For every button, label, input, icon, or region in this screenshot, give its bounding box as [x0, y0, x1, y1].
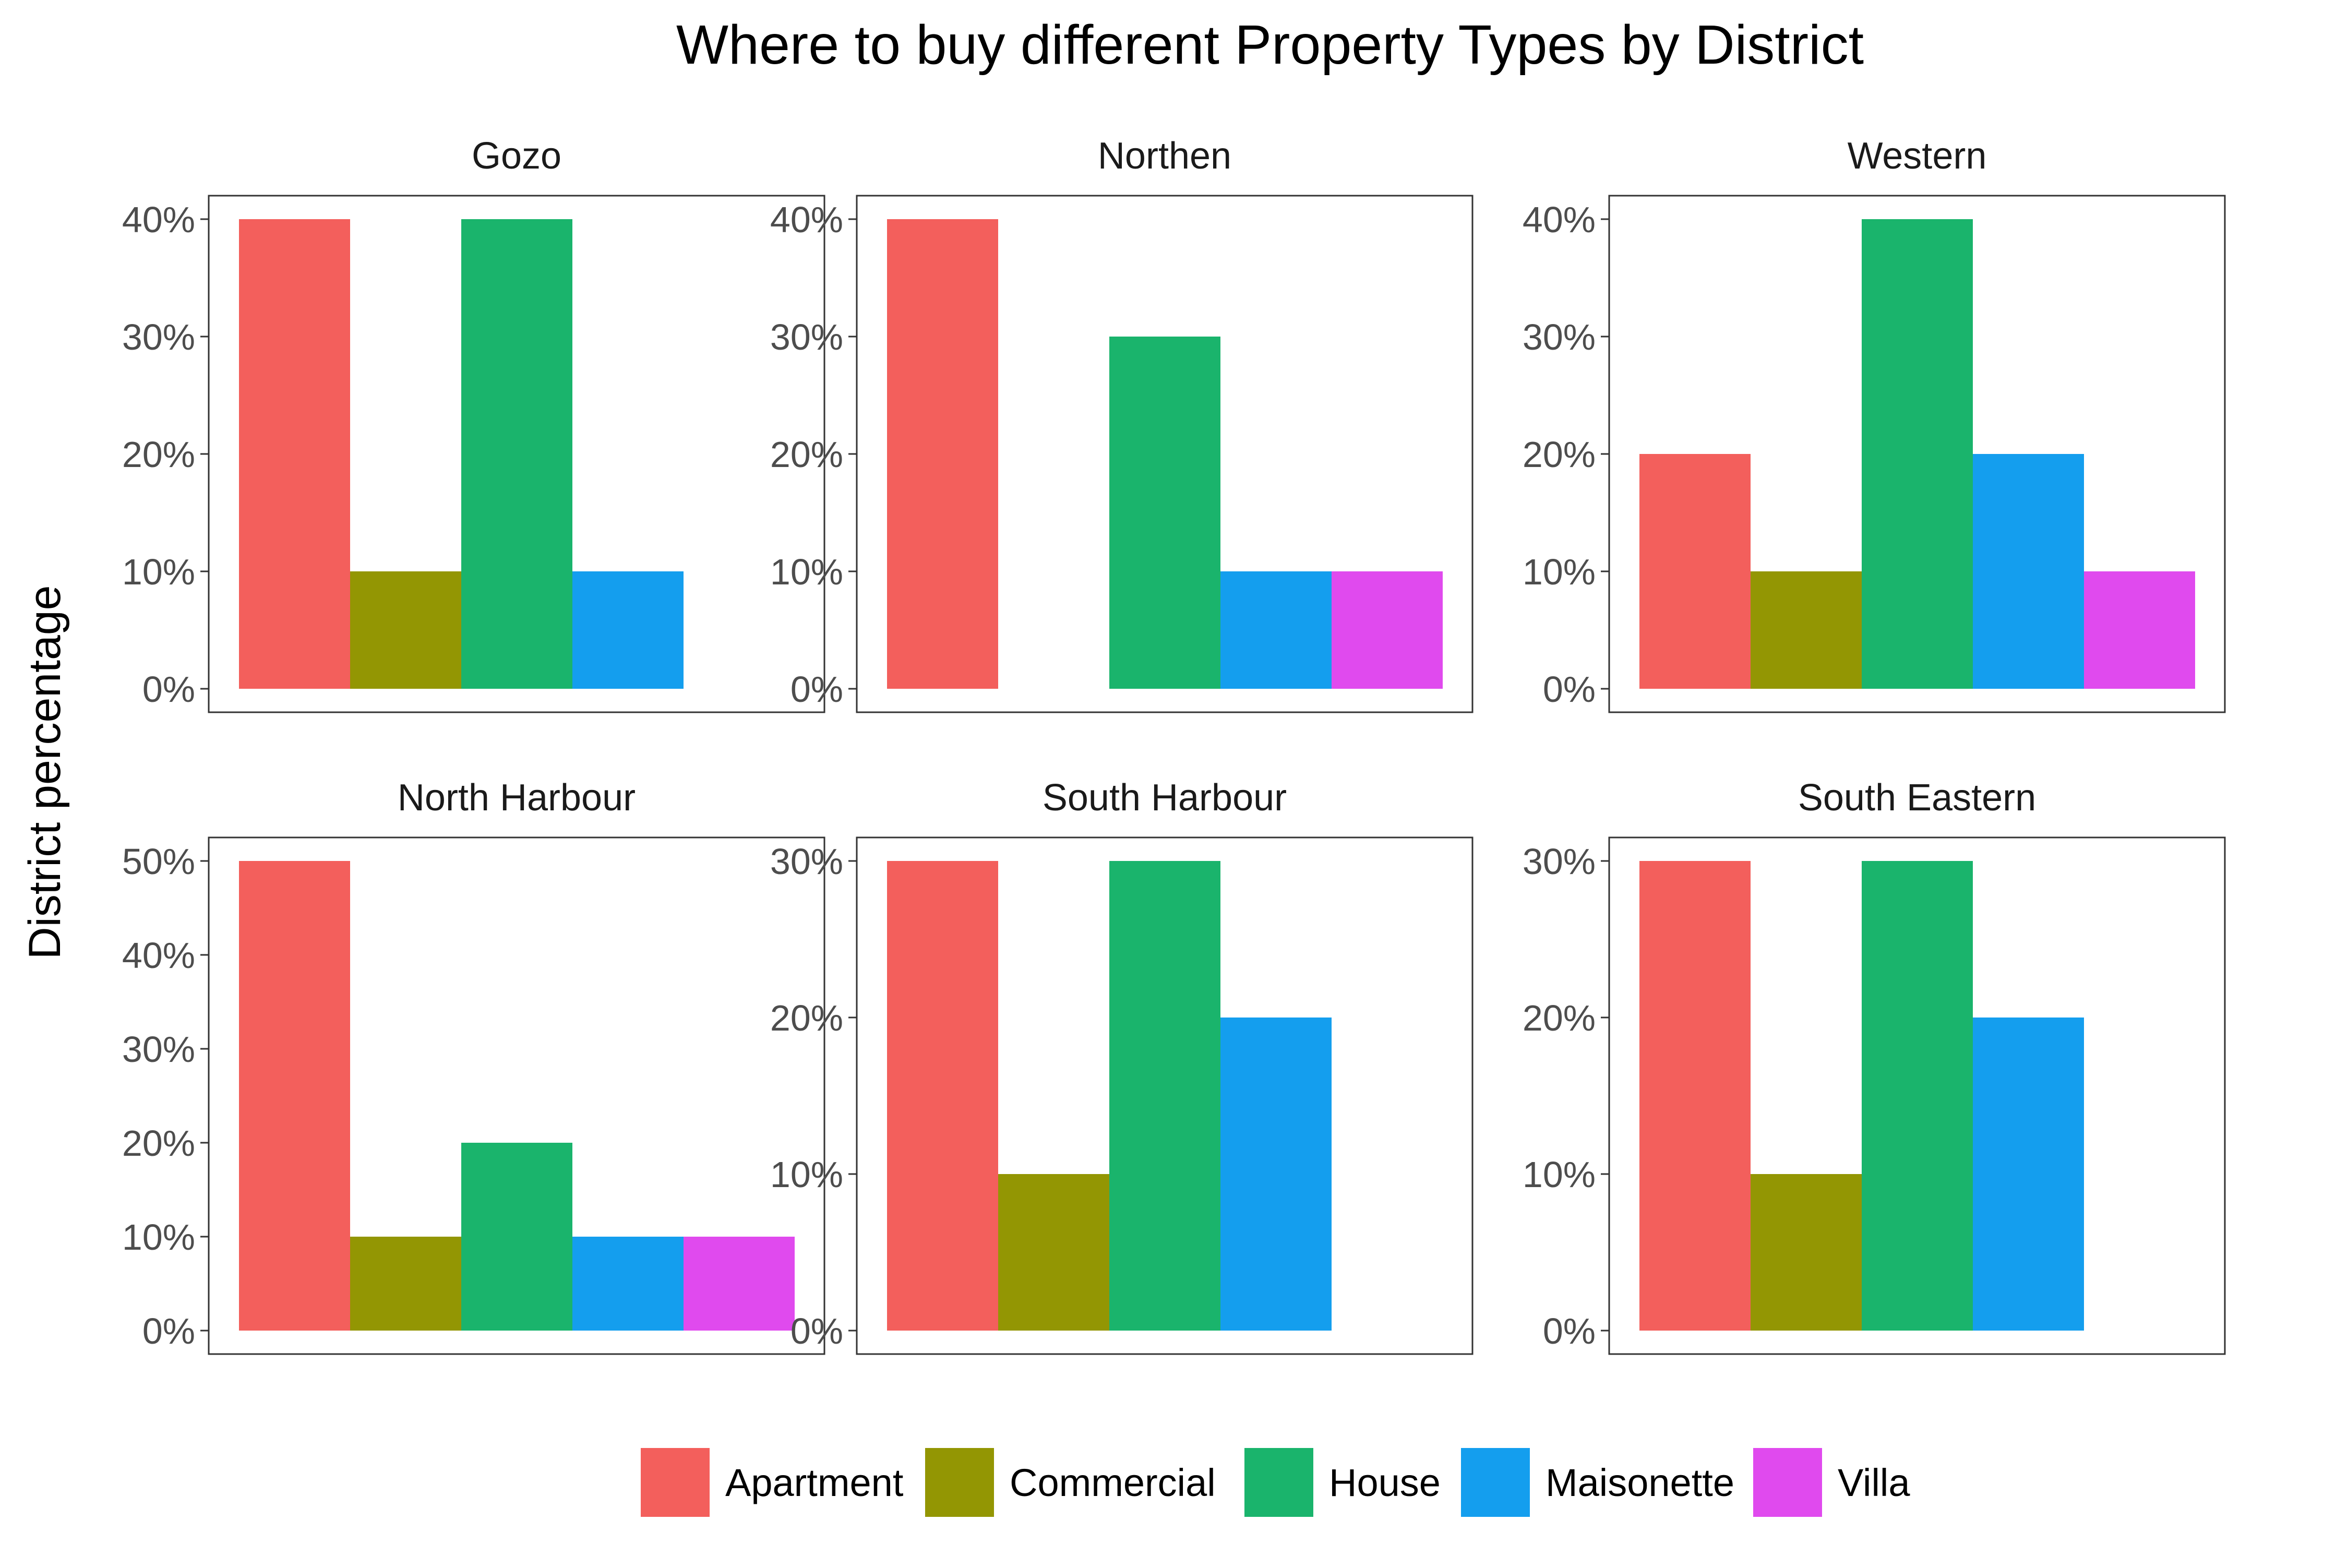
y-tick-label-northen-10: 10%: [770, 552, 843, 592]
panel-north-harbour: North Harbour 0% 10% 20% 30% 40% 50%: [122, 777, 825, 1355]
bar-south-harbour-house: [1109, 861, 1220, 1331]
bar-western-villa: [2084, 571, 2195, 689]
y-tick-label-north-harbour-30: 30%: [122, 1029, 195, 1070]
y-tick-label-south-harbour-0: 0%: [790, 1311, 843, 1351]
bar-northen-maisonette: [1220, 571, 1332, 689]
bar-south-eastern-commercial: [1751, 1174, 1862, 1331]
panel-south-eastern: South Eastern 0% 10% 20% 30%: [1523, 777, 2226, 1355]
legend-item-commercial: Commercial: [925, 1448, 1216, 1517]
bar-western-maisonette: [1973, 454, 2084, 689]
bar-south-harbour-maisonette: [1220, 1018, 1332, 1331]
panel-title-gozo: Gozo: [472, 135, 561, 177]
legend-label-maisonette: Maisonette: [1546, 1461, 1734, 1504]
y-tick-label-north-harbour-20: 20%: [122, 1123, 195, 1164]
legend-key-maisonette: [1461, 1448, 1530, 1517]
y-tick-label-gozo-40: 40%: [122, 199, 195, 240]
y-tick-label-south-eastern-20: 20%: [1523, 998, 1596, 1038]
y-tick-label-gozo-10: 10%: [122, 552, 195, 592]
bar-gozo-commercial: [350, 571, 461, 689]
facet-panels: Gozo0%10%20%30%40%Northen0%10%20%30%40%W…: [122, 135, 2226, 1355]
y-tick-label-northen-30: 30%: [770, 317, 843, 357]
legend-key-commercial: [925, 1448, 994, 1517]
legend-label-commercial: Commercial: [1010, 1461, 1216, 1504]
legend: Apartment Commercial House Maisonette Villa: [641, 1448, 1910, 1517]
bar-gozo-maisonette: [572, 571, 684, 689]
bar-western-house: [1862, 219, 1973, 689]
y-tick-label-north-harbour-40: 40%: [122, 935, 195, 976]
panel-title-western: Western: [1848, 135, 1987, 177]
panel-title-south-eastern: South Eastern: [1798, 777, 2036, 819]
y-tick-label-western-20: 20%: [1523, 434, 1596, 475]
bar-gozo-apartment: [239, 219, 350, 689]
bar-northen-apartment: [887, 219, 998, 689]
y-tick-label-south-harbour-20: 20%: [770, 998, 843, 1038]
y-tick-label-south-eastern-30: 30%: [1523, 841, 1596, 882]
bar-gozo-house: [461, 219, 572, 689]
legend-key-villa: [1753, 1448, 1822, 1517]
legend-label-house: House: [1329, 1461, 1441, 1504]
bar-northen-house: [1109, 337, 1220, 689]
y-tick-label-north-harbour-10: 10%: [122, 1217, 195, 1258]
legend-item-house: House: [1244, 1448, 1441, 1517]
y-tick-label-gozo-0: 0%: [142, 669, 195, 710]
y-tick-label-north-harbour-0: 0%: [142, 1311, 195, 1351]
y-tick-label-gozo-30: 30%: [122, 317, 195, 357]
y-tick-label-northen-40: 40%: [770, 199, 843, 240]
bar-north-harbour-villa: [684, 1237, 795, 1331]
panel-northen: Northen 0% 10% 20% 30% 40%: [770, 135, 1474, 713]
panel-title-south-harbour: South Harbour: [1043, 777, 1287, 819]
bar-south-harbour-apartment: [887, 861, 998, 1331]
y-tick-label-western-40: 40%: [1523, 199, 1596, 240]
y-tick-label-western-10: 10%: [1523, 552, 1596, 592]
y-tick-label-western-30: 30%: [1523, 317, 1596, 357]
bar-north-harbour-house: [461, 1143, 572, 1331]
y-tick-label-north-harbour-50: 50%: [122, 841, 195, 882]
legend-label-villa: Villa: [1838, 1461, 1910, 1504]
y-axis-title: District percentage: [20, 585, 70, 960]
bar-northen-villa: [1332, 571, 1443, 689]
y-tick-label-south-harbour-30: 30%: [770, 841, 843, 882]
bar-south-eastern-maisonette: [1973, 1018, 2084, 1331]
bar-north-harbour-maisonette: [572, 1237, 684, 1331]
legend-item-maisonette: Maisonette: [1461, 1448, 1734, 1517]
y-tick-label-northen-20: 20%: [770, 434, 843, 475]
y-tick-label-northen-0: 0%: [790, 669, 843, 710]
legend-key-house: [1244, 1448, 1313, 1517]
bar-north-harbour-apartment: [239, 861, 350, 1331]
y-tick-label-south-harbour-10: 10%: [770, 1154, 843, 1195]
y-tick-label-western-0: 0%: [1543, 669, 1596, 710]
bar-south-eastern-house: [1862, 861, 1973, 1331]
panel-western: Western 0% 10% 20% 30% 40%: [1523, 135, 2226, 713]
panel-title-northen: Northen: [1098, 135, 1231, 177]
chart-title: Where to buy different Property Types by…: [676, 14, 1864, 76]
legend-item-villa: Villa: [1753, 1448, 1910, 1517]
panel-gozo: Gozo 0% 10% 20% 30% 40%: [122, 135, 825, 713]
bar-south-harbour-commercial: [998, 1174, 1109, 1331]
legend-label-apartment: Apartment: [725, 1461, 904, 1504]
y-tick-label-south-eastern-10: 10%: [1523, 1154, 1596, 1195]
bar-south-eastern-apartment: [1639, 861, 1751, 1331]
legend-item-apartment: Apartment: [641, 1448, 904, 1517]
bar-western-commercial: [1751, 571, 1862, 689]
panel-title-north-harbour: North Harbour: [398, 777, 636, 819]
panel-south-harbour: South Harbour 0% 10% 20% 30%: [770, 777, 1474, 1355]
bar-north-harbour-commercial: [350, 1237, 461, 1331]
y-tick-label-gozo-20: 20%: [122, 434, 195, 475]
bar-western-apartment: [1639, 454, 1751, 689]
legend-key-apartment: [641, 1448, 710, 1517]
y-tick-label-south-eastern-0: 0%: [1543, 1311, 1596, 1351]
